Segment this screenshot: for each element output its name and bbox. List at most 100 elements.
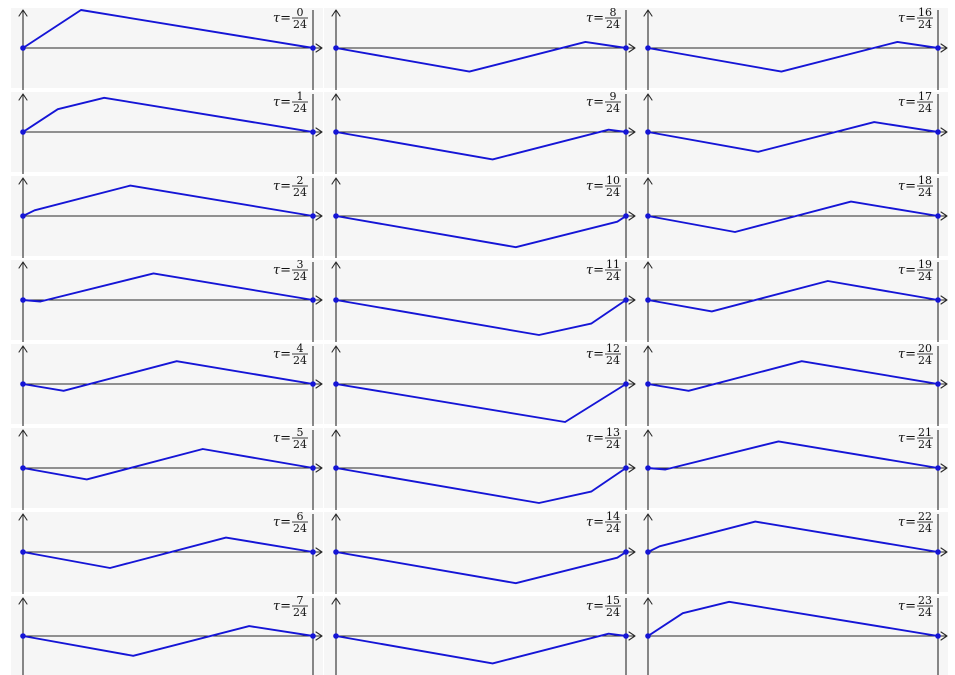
x-axis-arrow-icon bbox=[315, 463, 323, 473]
left-endpoint-dot bbox=[333, 213, 339, 219]
right-endpoint-dot bbox=[623, 213, 629, 219]
panel-9: τ= 924 bbox=[324, 90, 636, 174]
x-axis-arrow-icon bbox=[628, 43, 636, 53]
series-line bbox=[22, 536, 314, 569]
right-endpoint-dot bbox=[310, 45, 316, 51]
panel-5: τ= 524 bbox=[11, 426, 323, 510]
tau-denominator: 24 bbox=[606, 18, 620, 31]
tau-denominator: 24 bbox=[293, 18, 307, 31]
tau-numerator: 2 bbox=[297, 174, 304, 187]
tau-label: τ= 824 bbox=[586, 6, 621, 31]
tau-label: τ= 724 bbox=[273, 594, 308, 619]
tau-prefix: τ= bbox=[898, 263, 916, 278]
tau-denominator: 24 bbox=[918, 354, 932, 367]
left-endpoint-dot bbox=[333, 465, 339, 471]
left-endpoint-dot bbox=[645, 297, 651, 303]
tau-label: τ= 624 bbox=[273, 510, 308, 535]
y-axis-arrow-icon bbox=[331, 429, 341, 437]
tau-denominator: 24 bbox=[293, 270, 307, 283]
right-endpoint-dot bbox=[623, 129, 629, 135]
tau-label: τ= 324 bbox=[273, 258, 308, 283]
panel-1: τ= 124 bbox=[11, 90, 323, 174]
right-endpoint-dot bbox=[935, 465, 941, 471]
x-axis-arrow-icon bbox=[940, 379, 948, 389]
tau-denominator: 24 bbox=[918, 186, 932, 199]
left-endpoint-dot bbox=[333, 45, 339, 51]
right-endpoint-dot bbox=[935, 633, 941, 639]
x-axis-arrow-icon bbox=[628, 127, 636, 137]
left-endpoint-dot bbox=[645, 45, 651, 51]
series-line bbox=[22, 9, 314, 49]
x-axis-arrow-icon bbox=[940, 127, 948, 137]
tau-prefix: τ= bbox=[273, 431, 291, 446]
panel-4: τ= 424 bbox=[11, 342, 323, 426]
panel-7: τ= 724 bbox=[11, 594, 323, 675]
left-endpoint-dot bbox=[20, 465, 26, 471]
x-axis-arrow-icon bbox=[315, 631, 323, 641]
tau-numerator: 7 bbox=[297, 594, 304, 607]
tau-denominator: 24 bbox=[293, 186, 307, 199]
y-axis-arrow-icon bbox=[18, 513, 28, 521]
tau-prefix: τ= bbox=[898, 599, 916, 614]
x-axis-arrow-icon bbox=[940, 463, 948, 473]
tau-prefix: τ= bbox=[273, 11, 291, 26]
tau-numerator: 8 bbox=[610, 6, 617, 19]
right-endpoint-dot bbox=[935, 129, 941, 135]
tau-prefix: τ= bbox=[898, 515, 916, 530]
tau-prefix: τ= bbox=[273, 599, 291, 614]
tau-denominator: 24 bbox=[606, 102, 620, 115]
right-endpoint-dot bbox=[310, 213, 316, 219]
tau-prefix: τ= bbox=[586, 347, 604, 362]
y-axis-arrow-icon bbox=[18, 93, 28, 101]
tau-label: τ= 124 bbox=[273, 90, 308, 115]
right-endpoint-dot bbox=[310, 465, 316, 471]
tau-denominator: 24 bbox=[606, 606, 620, 619]
y-axis-arrow-icon bbox=[18, 597, 28, 605]
left-endpoint-dot bbox=[645, 213, 651, 219]
series-line bbox=[335, 551, 627, 585]
right-endpoint-dot bbox=[310, 297, 316, 303]
series-line bbox=[335, 632, 627, 665]
right-endpoint-dot bbox=[310, 129, 316, 135]
tau-numerator: 19 bbox=[918, 258, 932, 271]
y-axis-arrow-icon bbox=[643, 9, 653, 17]
y-axis-arrow-icon bbox=[331, 345, 341, 353]
panel-6: τ= 624 bbox=[11, 510, 323, 594]
tau-denominator: 24 bbox=[606, 186, 620, 199]
left-endpoint-dot bbox=[20, 633, 26, 639]
left-endpoint-dot bbox=[645, 381, 651, 387]
x-axis-arrow-icon bbox=[628, 211, 636, 221]
right-endpoint-dot bbox=[623, 297, 629, 303]
x-axis-arrow-icon bbox=[940, 211, 948, 221]
tau-numerator: 11 bbox=[606, 258, 620, 271]
series-line bbox=[22, 184, 314, 217]
tau-numerator: 4 bbox=[297, 342, 304, 355]
left-endpoint-dot bbox=[333, 633, 339, 639]
series-line bbox=[335, 40, 627, 73]
tau-numerator: 5 bbox=[297, 426, 304, 439]
tau-numerator: 6 bbox=[297, 510, 304, 523]
series-line bbox=[647, 121, 939, 153]
tau-numerator: 22 bbox=[918, 510, 932, 523]
left-endpoint-dot bbox=[20, 297, 26, 303]
tau-prefix: τ= bbox=[273, 95, 291, 110]
series-line bbox=[647, 40, 939, 73]
y-axis-arrow-icon bbox=[18, 261, 28, 269]
tau-denominator: 24 bbox=[606, 270, 620, 283]
tau-prefix: τ= bbox=[273, 515, 291, 530]
x-axis-arrow-icon bbox=[940, 43, 948, 53]
right-endpoint-dot bbox=[310, 549, 316, 555]
tau-numerator: 3 bbox=[297, 258, 304, 271]
right-endpoint-dot bbox=[935, 297, 941, 303]
